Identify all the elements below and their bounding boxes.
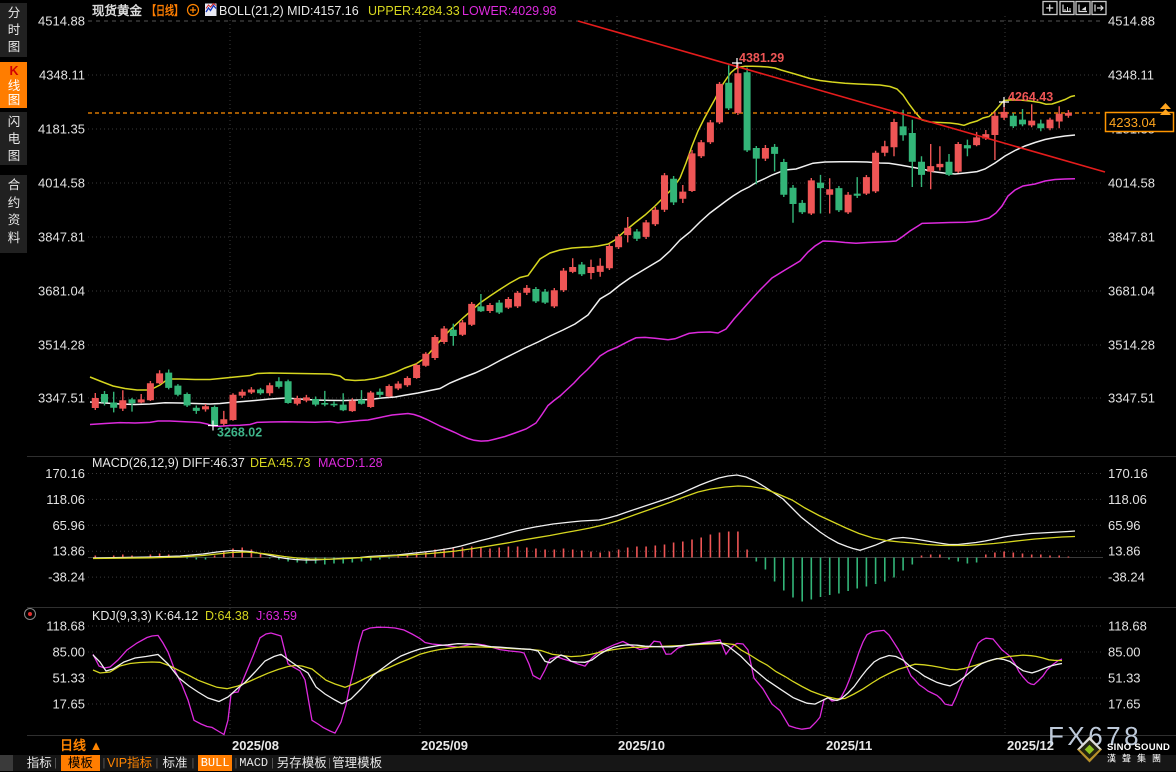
svg-text:4264.43: 4264.43 xyxy=(1008,90,1053,104)
svg-text:4348.11: 4348.11 xyxy=(1108,68,1154,83)
svg-text:-38.24: -38.24 xyxy=(1108,570,1145,585)
svg-text:3514.28: 3514.28 xyxy=(1108,338,1155,353)
svg-text:MACD:1.28: MACD:1.28 xyxy=(318,456,383,470)
svg-text:【日线】: 【日线】 xyxy=(147,3,183,18)
svg-text:-38.24: -38.24 xyxy=(48,570,85,585)
svg-text:漢聲集團: 漢聲集團 xyxy=(1107,753,1167,764)
svg-text:118.06: 118.06 xyxy=(46,492,85,507)
svg-text:85.00: 85.00 xyxy=(1108,645,1141,660)
svg-text:BOLL(21,2) MID:4157.16: BOLL(21,2) MID:4157.16 xyxy=(219,4,359,18)
svg-text:3681.04: 3681.04 xyxy=(1108,284,1155,299)
svg-text:3347.51: 3347.51 xyxy=(38,391,85,406)
svg-text:4014.58: 4014.58 xyxy=(38,176,85,191)
svg-text:LOWER:4029.98: LOWER:4029.98 xyxy=(462,4,557,18)
svg-text:4381.29: 4381.29 xyxy=(739,51,784,65)
svg-text:3847.81: 3847.81 xyxy=(38,230,85,245)
svg-text:MACD(26,12,9) DIFF:46.37: MACD(26,12,9) DIFF:46.37 xyxy=(92,456,245,470)
svg-text:13.86: 13.86 xyxy=(1108,544,1141,559)
svg-text:51.33: 51.33 xyxy=(1108,671,1141,686)
svg-text:DEA:45.73: DEA:45.73 xyxy=(250,456,311,470)
svg-text:118.06: 118.06 xyxy=(1108,492,1147,507)
svg-text:17.65: 17.65 xyxy=(1108,697,1141,712)
svg-text:SINO SOUND: SINO SOUND xyxy=(1107,742,1170,753)
svg-text:2025/10: 2025/10 xyxy=(618,738,665,753)
svg-text:2025/08: 2025/08 xyxy=(232,738,279,753)
svg-text:170.16: 170.16 xyxy=(45,466,85,481)
svg-text:UPPER:4284.33: UPPER:4284.33 xyxy=(368,4,460,18)
svg-text:65.96: 65.96 xyxy=(1108,518,1141,533)
svg-text:2025/12: 2025/12 xyxy=(1007,738,1054,753)
svg-text:118.68: 118.68 xyxy=(46,619,85,634)
svg-text:4348.11: 4348.11 xyxy=(39,68,85,83)
svg-text:51.33: 51.33 xyxy=(52,671,85,686)
svg-text:KDJ(9,3,3) K:64.12: KDJ(9,3,3) K:64.12 xyxy=(92,609,198,623)
svg-text:4514.88: 4514.88 xyxy=(1108,14,1155,29)
svg-text:2025/09: 2025/09 xyxy=(421,738,468,753)
svg-text:17.65: 17.65 xyxy=(52,697,85,712)
svg-text:2025/11: 2025/11 xyxy=(826,738,872,753)
svg-text:4014.58: 4014.58 xyxy=(1108,176,1155,191)
svg-text:170.16: 170.16 xyxy=(1108,466,1148,481)
svg-text:13.86: 13.86 xyxy=(52,544,85,559)
svg-text:4514.88: 4514.88 xyxy=(38,14,85,29)
svg-text:日线 ▲: 日线 ▲ xyxy=(60,738,102,753)
svg-text:3847.81: 3847.81 xyxy=(1108,230,1155,245)
svg-text:D:64.38: D:64.38 xyxy=(205,609,249,623)
svg-text:3347.51: 3347.51 xyxy=(1108,391,1155,406)
svg-text:J:63.59: J:63.59 xyxy=(256,609,297,623)
svg-text:118.68: 118.68 xyxy=(1108,619,1147,634)
svg-text:4181.35: 4181.35 xyxy=(38,122,85,137)
svg-text:现货黄金: 现货黄金 xyxy=(92,3,143,18)
svg-text:65.96: 65.96 xyxy=(52,518,85,533)
svg-text:3268.02: 3268.02 xyxy=(217,426,262,440)
svg-text:85.00: 85.00 xyxy=(52,645,85,660)
svg-text:4233.04: 4233.04 xyxy=(1109,115,1156,130)
svg-text:3681.04: 3681.04 xyxy=(38,284,85,299)
svg-text:3514.28: 3514.28 xyxy=(38,338,85,353)
